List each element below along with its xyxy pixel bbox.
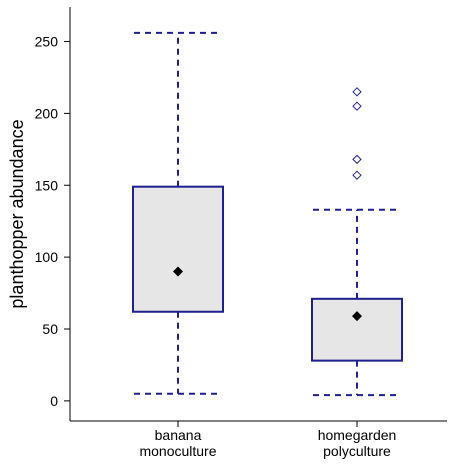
y-tick-label: 50 [42, 321, 58, 337]
axes-layer [64, 7, 447, 427]
mean-marker [352, 311, 362, 322]
x-tick-label-line: monoculture [139, 443, 216, 459]
boxes-layer [132, 31, 403, 397]
outlier-point [352, 170, 362, 180]
mean-marker [173, 266, 183, 277]
box-group [311, 87, 403, 397]
iqr-box [311, 297, 403, 362]
y-axis-title: planthopper abundance [7, 119, 27, 308]
x-tick-label-line: polyculture [323, 443, 391, 459]
y-tick-label: 150 [35, 177, 59, 193]
y-tick-label: 100 [35, 249, 59, 265]
y-tick-label: 0 [50, 393, 58, 409]
x-tick-label: homegarden polyculture [318, 427, 397, 459]
y-tick-label: 250 [35, 34, 59, 50]
x-tick-label-line: homegarden [318, 427, 397, 443]
outlier-point [352, 154, 362, 165]
box-group [132, 31, 224, 395]
outlier-point [352, 87, 362, 97]
y-tick-label: 200 [35, 105, 59, 121]
x-tick-label: banana monoculture [139, 427, 216, 459]
outlier-point [352, 101, 362, 111]
x-tick-label-line: banana [155, 427, 202, 443]
labels-layer: 0 50 100 150 200 250 banana monoculture homegard… [7, 34, 396, 460]
iqr-box [132, 185, 224, 313]
